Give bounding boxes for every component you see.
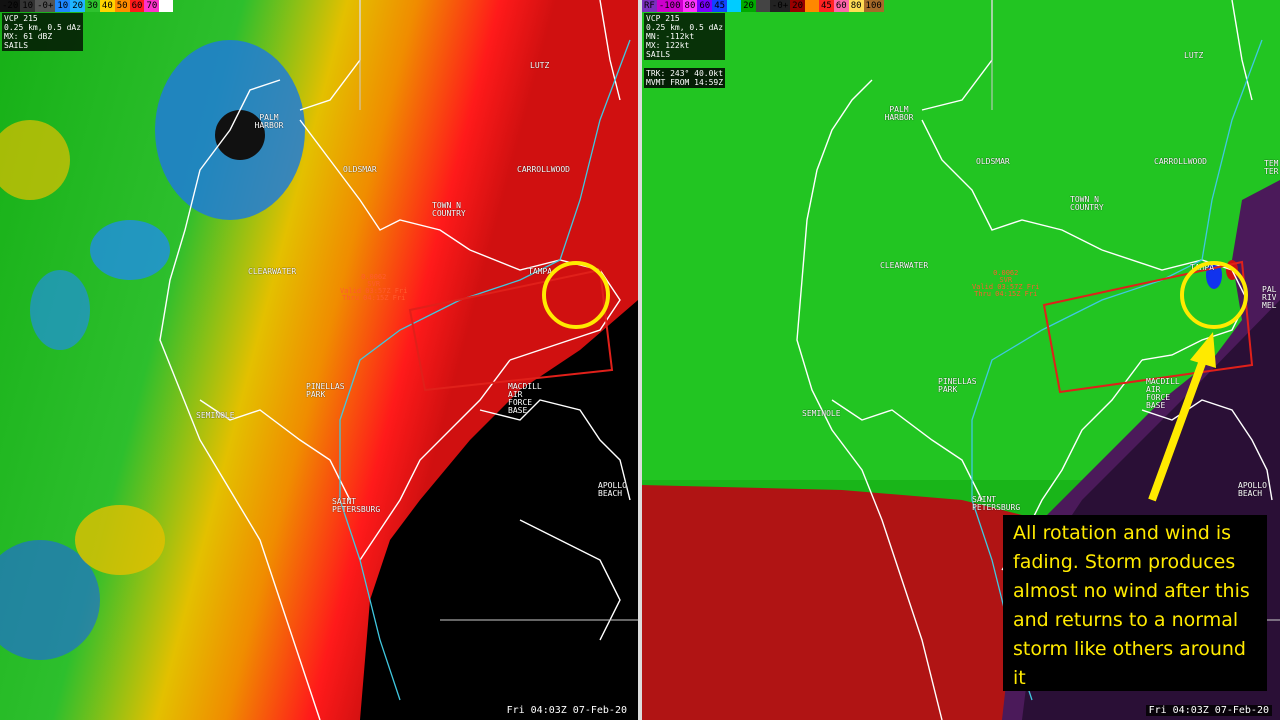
info-line: 0.25 km, 0.5 dAz <box>646 23 724 32</box>
reflectivity-panel: -20 10 -0+ 10 20 30 40 50 60 70 VCP 215 0.25 km, … <box>0 0 638 720</box>
colorbar-cell <box>727 0 742 12</box>
colorbar-cell: -20 <box>0 0 21 12</box>
place-label: TOWN N COUNTRY <box>432 201 466 218</box>
warning-polygon <box>408 268 614 392</box>
colorbar-cell: 45 <box>712 0 728 12</box>
colorbar-cell: -0+ <box>769 0 791 12</box>
colorbar-cell: 80 <box>682 0 698 12</box>
warning-line: 0.0062 <box>361 273 387 281</box>
warning-label: 0.0062 SVR Valid 03:57Z Fri Thru 04:15Z … <box>972 270 1039 298</box>
warning-line: SVR <box>367 280 381 288</box>
timestamp: Fri 04:03Z 07-Feb-20 <box>1145 705 1272 716</box>
colorbar-cell: 60 <box>129 0 145 12</box>
place-label: PALM HARBOR <box>254 113 284 130</box>
reflectivity-colorbar: -20 10 -0+ 10 20 30 40 50 60 70 <box>0 0 174 12</box>
place-label: CLEARWATER <box>880 261 929 270</box>
place-label: PINELLAS PARK <box>306 382 345 399</box>
place-label: OLDSMAR <box>976 157 1010 166</box>
place-label: PALM HARBOR <box>884 105 914 122</box>
info-line: VCP 215 <box>646 14 680 23</box>
place-label: APOLLO BEACH <box>1238 481 1267 498</box>
warning-line: Thru 04:15Z Fri <box>342 294 406 302</box>
colorbar-cell <box>805 0 820 12</box>
place-label: TAMPA <box>1190 263 1215 272</box>
info-line: 0.25 km, 0.5 dAz <box>4 23 82 32</box>
colorbar-cell <box>159 0 174 12</box>
colorbar-cell: 60 <box>833 0 849 12</box>
panel-divider <box>638 0 642 720</box>
colorbar-cell: 10 <box>20 0 36 12</box>
colorbar-cell: 30 <box>85 0 100 12</box>
colorbar-cell: 80 <box>848 0 864 12</box>
colorbar-cell: -0+ <box>35 0 56 12</box>
colorbar-cell: 50 <box>114 0 130 12</box>
place-label: LUTZ <box>530 61 550 70</box>
timestamp: Fri 04:03Z 07-Feb-20 <box>503 705 630 716</box>
info-line: VCP 215 <box>4 14 38 23</box>
info-line: SAILS <box>4 41 29 50</box>
track-line: TRK: 243° 40.0kt <box>646 69 724 78</box>
warning-polygon <box>1042 260 1254 394</box>
colorbar-cell <box>755 0 770 12</box>
colorbar-cell: 10 <box>55 0 71 12</box>
warning-line: 0.0062 <box>993 269 1019 277</box>
place-label: OLDSMAR <box>343 165 377 174</box>
place-label: SEMINOLE <box>802 409 841 418</box>
reflectivity-radar-image <box>0 0 638 720</box>
place-label: CARROLLWOOD <box>517 165 570 174</box>
velocity-colorbar: RF -100 80 60 45 20 -0+ 20 45 60 80 100 <box>642 0 884 12</box>
colorbar-cell: RF <box>642 0 657 12</box>
place-label: PAL RIV MEL <box>1262 285 1277 310</box>
info-line: SAILS <box>646 50 671 59</box>
radar-info-box: VCP 215 0.25 km, 0.5 dAz MN: -112kt MX: … <box>644 13 726 60</box>
place-label: APOLLO BEACH <box>598 481 627 498</box>
colorbar-cell: 20 <box>741 0 756 12</box>
place-label: CARROLLWOOD <box>1154 157 1207 166</box>
warning-line: Valid 03:57Z Fri <box>972 283 1040 291</box>
info-line: MX: 61 dBZ <box>4 32 53 41</box>
info-line: MN: -112kt <box>646 32 695 41</box>
annotation-text-box: All rotation and wind is fading. Storm p… <box>1003 515 1267 691</box>
place-label: TEM TER <box>1264 159 1279 176</box>
warning-label: 0.0062 SVR Valid 03:57Z Fri Thru 04:15Z … <box>340 274 407 302</box>
place-label: SAINT PETERSBURG <box>972 495 1021 512</box>
colorbar-cell: 20 <box>70 0 86 12</box>
colorbar-cell: 40 <box>99 0 115 12</box>
colorbar-cell: 100 <box>863 0 884 12</box>
place-label: LUTZ <box>1184 51 1204 60</box>
place-label: MACDILL AIR FORCE BASE <box>508 382 542 415</box>
place-label: PINELLAS PARK <box>938 377 977 394</box>
warning-line: SVR <box>999 276 1013 284</box>
place-label: SAINT PETERSBURG <box>332 497 381 514</box>
storm-track-box: TRK: 243° 40.0kt MVMT FROM 14:59Z <box>644 68 726 88</box>
radar-info-box: VCP 215 0.25 km, 0.5 dAz MX: 61 dBZ SAIL… <box>2 13 84 51</box>
place-label: SEMINOLE <box>196 411 235 420</box>
colorbar-cell: 70 <box>144 0 160 12</box>
track-line: MVMT FROM 14:59Z <box>646 78 724 87</box>
colorbar-cell: 60 <box>697 0 713 12</box>
warning-line: Valid 03:57Z Fri <box>340 287 408 295</box>
place-label: CLEARWATER <box>248 267 297 276</box>
place-label: TOWN N COUNTRY <box>1070 195 1104 212</box>
place-label: MACDILL AIR FORCE BASE <box>1146 377 1180 410</box>
info-line: MX: 122kt <box>646 41 690 50</box>
colorbar-cell: 20 <box>790 0 806 12</box>
warning-line: Thru 04:15Z Fri <box>974 290 1038 298</box>
colorbar-cell: -100 <box>656 0 683 12</box>
colorbar-cell: 45 <box>819 0 834 12</box>
place-label: TAMPA <box>528 267 553 276</box>
